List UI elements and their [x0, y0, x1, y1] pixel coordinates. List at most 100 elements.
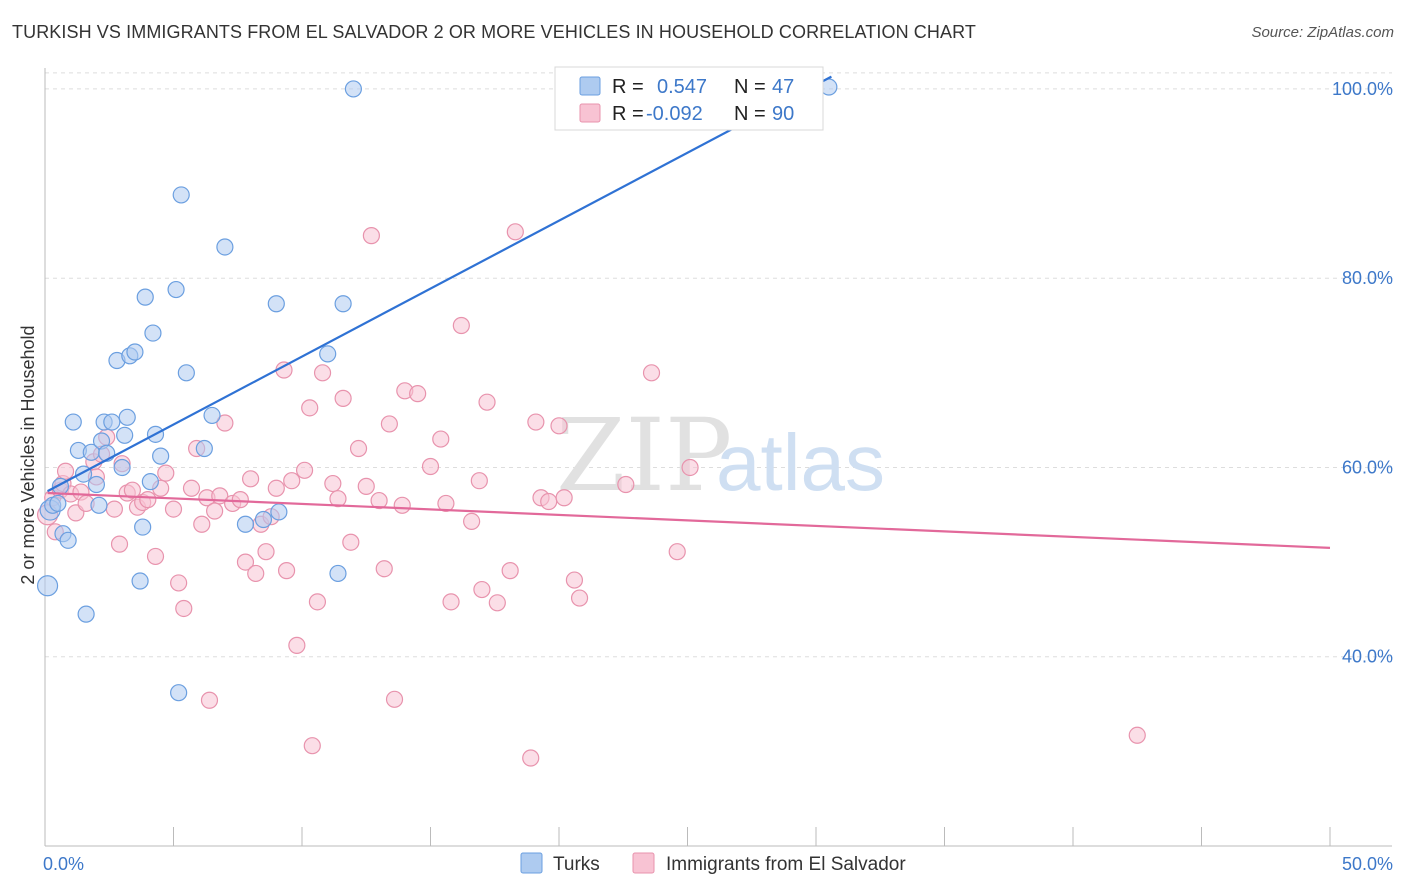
el-salvador-point — [370, 491, 388, 510]
el-salvador-point — [555, 489, 573, 507]
el-salvador-point — [362, 227, 380, 245]
el-salvador-point — [236, 553, 255, 571]
turks-point — [152, 447, 170, 465]
turks-point — [90, 496, 108, 514]
el-salvador-point — [308, 593, 327, 611]
el-salvador-point — [380, 415, 398, 433]
turks-point — [195, 439, 213, 458]
el-salvador-point — [375, 560, 393, 578]
el-salvador-point — [478, 393, 496, 411]
turks-point — [103, 413, 121, 431]
turks-point — [59, 531, 77, 549]
el-salvador-point — [334, 389, 352, 407]
el-salvador-point — [110, 535, 129, 553]
el-salvador-point — [668, 543, 686, 561]
el-salvador-point — [522, 749, 540, 767]
turks-point — [170, 684, 188, 702]
turks-trend-line — [47, 75, 832, 493]
turks-point — [177, 364, 195, 382]
el-salvador-point — [123, 481, 141, 499]
el-salvador-point — [247, 564, 265, 583]
bottom-legend: Turks Immigrants from El Salvador — [520, 852, 906, 875]
y-tick-label: 40.0% — [1342, 647, 1393, 667]
series-turks-points — [36, 78, 838, 702]
turks-point — [344, 80, 362, 98]
el-salvador-point — [303, 737, 321, 755]
el-salvador-point — [105, 500, 123, 518]
el-salvador-point — [56, 462, 75, 480]
trendlines — [47, 75, 1331, 550]
turks-point — [77, 605, 95, 623]
legend-r-value-el-salvador: -0.092 — [646, 103, 703, 125]
legend-r-value-turks: 0.547 — [657, 76, 707, 98]
bottom-legend-label-el-salvador: Immigrants from El Salvador — [666, 854, 906, 875]
el-salvador-point — [257, 543, 275, 561]
turks-point — [118, 408, 136, 426]
el-salvador-point — [175, 599, 193, 618]
y-axis-label: 2 or more Vehicles in Household — [18, 325, 38, 584]
legend-n-value-turks: 47 — [772, 76, 794, 98]
el-salvador-point — [231, 491, 249, 509]
el-salvador-point — [570, 589, 589, 607]
el-salvador-point — [301, 399, 319, 417]
y-tick-label: 60.0% — [1342, 457, 1393, 477]
bottom-legend-label-turks: Turks — [553, 854, 600, 875]
turks-point — [131, 572, 149, 590]
turks-point — [334, 295, 352, 313]
el-salvador-point — [473, 580, 491, 599]
x-tick-label: 0.0% — [43, 854, 84, 874]
turks-point — [116, 426, 134, 444]
turks-point — [134, 518, 152, 536]
watermark: ZIP atlas — [556, 397, 885, 514]
y-tick-labels: 40.0% 60.0% 80.0% 100.0% — [1332, 79, 1393, 667]
el-salvador-point — [506, 223, 524, 241]
legend-n-label: N = — [734, 76, 766, 98]
el-salvador-point — [452, 316, 470, 335]
turks-point — [36, 575, 59, 597]
el-salvador-point — [170, 574, 188, 592]
turks-point — [87, 475, 106, 494]
el-salvador-point — [283, 472, 301, 490]
el-salvador-point — [463, 512, 481, 531]
el-salvador-point — [681, 458, 699, 477]
el-salvador-point — [565, 571, 584, 589]
el-salvador-point — [242, 470, 260, 488]
el-salvador-point — [437, 494, 455, 513]
el-salvador-point — [146, 547, 165, 566]
el-salvador-point — [540, 492, 558, 511]
el-salvador-point — [267, 479, 285, 497]
turks-point — [113, 458, 131, 477]
turks-point — [172, 186, 190, 204]
turks-point — [136, 288, 154, 306]
el-salvador-point — [393, 496, 411, 514]
legend-n-label: N = — [734, 103, 766, 125]
turks-point — [267, 295, 285, 313]
el-salvador-point — [527, 413, 545, 431]
el-salvador-point — [385, 690, 404, 708]
el-salvador-point — [550, 417, 568, 435]
el-salvador-point — [409, 385, 427, 403]
el-salvador-trend-line — [47, 491, 1331, 550]
watermark-zip: ZIP — [556, 397, 732, 514]
x-tick-labels: 0.0% 50.0% — [43, 854, 1393, 874]
turks-point — [216, 238, 234, 256]
el-salvador-point — [206, 502, 224, 520]
el-salvador-point — [1128, 726, 1146, 744]
el-salvador-point — [349, 439, 368, 458]
el-salvador-point — [324, 474, 342, 493]
el-salvador-point — [200, 691, 219, 709]
el-salvador-point — [642, 364, 661, 382]
turks-point — [254, 510, 273, 529]
legend: R = 0.547 N = 47 R = -0.092 N = 90 — [554, 66, 824, 131]
el-salvador-point — [421, 457, 440, 476]
el-salvador-point — [432, 430, 450, 448]
axes — [44, 68, 1392, 847]
legend-n-value-el-salvador: 90 — [772, 103, 794, 125]
el-salvador-point — [288, 636, 306, 654]
legend-r-label: R = — [612, 76, 644, 98]
el-salvador-point — [488, 594, 506, 612]
turks-point — [49, 494, 67, 513]
turks-point — [141, 473, 159, 491]
turks-point — [167, 280, 185, 299]
